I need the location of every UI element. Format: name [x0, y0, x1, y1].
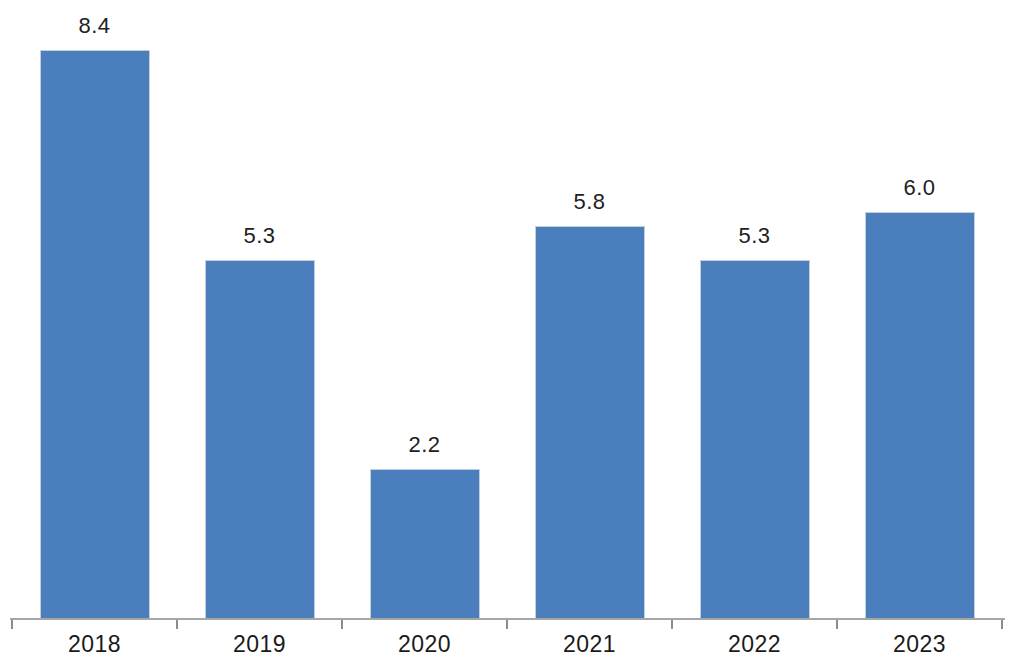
bar-chart: 8.4 2018 5.3 2019 2.2 2020 5.8 2021 5.3 2022 6.0 20…: [0, 0, 1024, 671]
bar-value-label-2022: 5.3: [738, 225, 770, 247]
x-axis-label-2021: 2021: [563, 633, 616, 656]
x-axis-tick: [671, 620, 673, 629]
x-axis-label-2020: 2020: [398, 633, 451, 656]
x-axis-label-2022: 2022: [728, 633, 781, 656]
bar-value-label-2023: 6.0: [903, 177, 935, 199]
bar-2021: [535, 226, 645, 618]
bar-value-label-2019: 5.3: [243, 225, 275, 247]
bar-2019: [205, 260, 315, 618]
bar-2020: [370, 469, 480, 618]
bar-value-label-2020: 2.2: [408, 434, 440, 456]
bar-2018: [40, 50, 150, 618]
x-axis-tick: [11, 620, 13, 629]
x-axis-tick: [176, 620, 178, 629]
x-axis-label-2023: 2023: [893, 633, 946, 656]
x-axis-tick: [1001, 620, 1003, 629]
x-axis-tick: [341, 620, 343, 629]
bar-2023: [865, 212, 975, 618]
x-axis-label-2019: 2019: [233, 633, 286, 656]
x-axis-tick: [836, 620, 838, 629]
x-axis-label-2018: 2018: [68, 633, 121, 656]
bar-value-label-2021: 5.8: [573, 191, 605, 213]
bar-2022: [700, 260, 810, 618]
x-axis-tick: [506, 620, 508, 629]
bar-value-label-2018: 8.4: [78, 15, 110, 37]
